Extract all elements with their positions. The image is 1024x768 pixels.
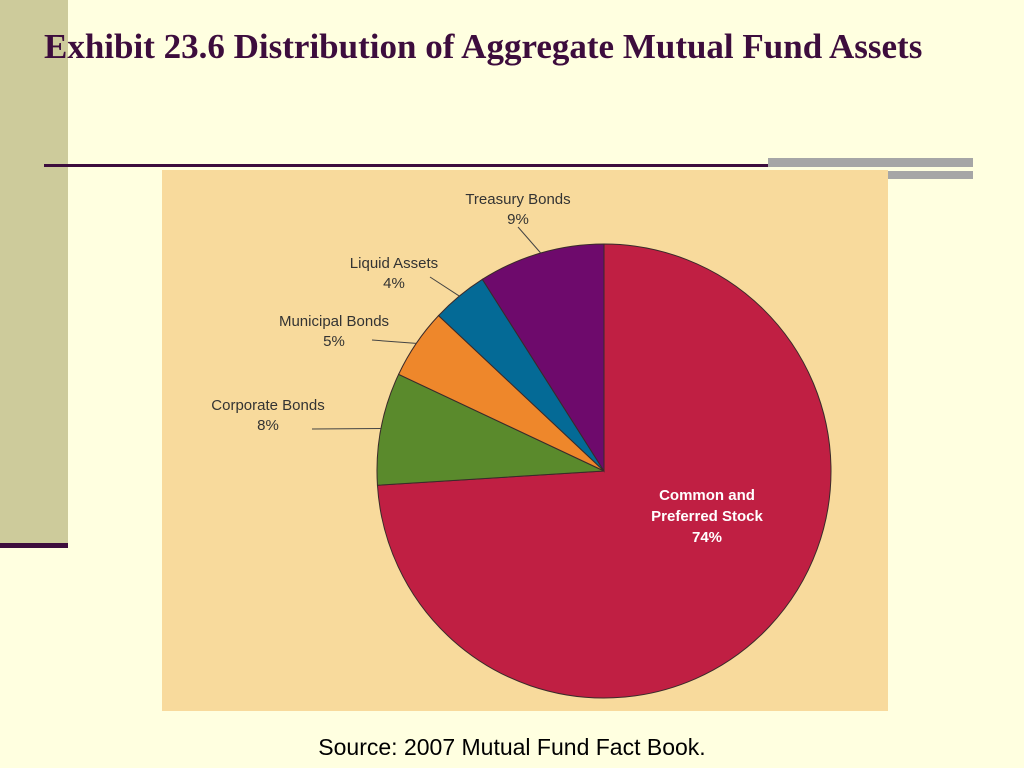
slice-label-common-and-preferred-stock: Preferred Stock — [651, 508, 763, 525]
slice-label-common-and-preferred-stock: Common and — [659, 487, 755, 504]
slice-label-liquid-assets: Liquid Assets — [350, 255, 438, 272]
pie-slice-corporate-bonds — [376, 373, 605, 486]
chart-panel: Common and Preferred Stock 74% Corporate Bo… — [162, 170, 888, 711]
leader-line-treasury-bonds — [517, 226, 542, 254]
leader-line-corporate-bonds — [311, 428, 382, 430]
slice-label-municipal-bonds: Municipal Bonds — [279, 313, 389, 330]
pie-chart: Common and Preferred Stock 74% Corporate Bo… — [211, 191, 832, 699]
gray-accent-gap — [768, 167, 973, 171]
left-decor-bar — [0, 0, 68, 545]
title-divider — [44, 164, 973, 167]
slice-label-corporate-bonds: Corporate Bonds — [211, 397, 324, 414]
leader-line-municipal-bonds — [371, 339, 417, 344]
slice-label-treasury-bonds: Treasury Bonds — [465, 191, 570, 208]
slice-value-corporate-bonds: 8% — [257, 417, 279, 434]
leader-line-liquid-assets — [429, 276, 460, 297]
slide-title: Exhibit 23.6 Distribution of Aggregate M… — [44, 27, 923, 66]
slice-value-common-and-preferred-stock: 74% — [692, 529, 722, 546]
slice-value-liquid-assets: 4% — [383, 275, 405, 292]
pie-slice-treasury-bonds — [481, 243, 605, 473]
slice-value-treasury-bonds: 9% — [507, 211, 529, 228]
source-note: Source: 2007 Mutual Fund Fact Book. — [318, 734, 706, 760]
left-decor-rule — [0, 543, 68, 548]
slice-value-municipal-bonds: 5% — [323, 333, 345, 350]
